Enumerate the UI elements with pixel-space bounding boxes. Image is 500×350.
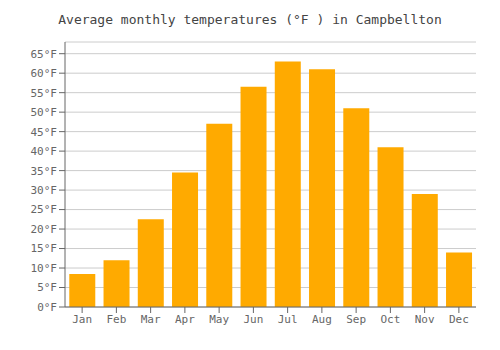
svg-text:Feb: Feb	[106, 313, 126, 326]
svg-text:40°F: 40°F	[31, 145, 58, 158]
svg-text:30°F: 30°F	[31, 184, 58, 197]
svg-text:25°F: 25°F	[31, 203, 58, 216]
svg-text:Sep: Sep	[346, 313, 366, 326]
svg-text:60°F: 60°F	[31, 67, 58, 80]
svg-text:0°F: 0°F	[37, 301, 57, 314]
svg-text:45°F: 45°F	[31, 126, 58, 139]
svg-text:Jan: Jan	[72, 313, 92, 326]
svg-text:20°F: 20°F	[31, 223, 58, 236]
svg-text:Aug: Aug	[312, 313, 332, 326]
html-text:Average monthly temperatures (: Average monthly temperatures (°F ) in Ca…	[58, 12, 442, 27]
svg-text:Apr: Apr	[175, 313, 195, 326]
svg-text:50°F: 50°F	[31, 106, 58, 119]
svg-text:Jul: Jul	[278, 313, 298, 326]
svg-text:15°F: 15°F	[31, 242, 58, 255]
svg-text:Mar: Mar	[141, 313, 161, 326]
svg-text:Jun: Jun	[243, 313, 263, 326]
svg-text:10°F: 10°F	[31, 262, 58, 275]
svg-text:5°F: 5°F	[37, 281, 57, 294]
svg-text:Oct: Oct	[380, 313, 400, 326]
svg-text:35°F: 35°F	[31, 165, 58, 178]
svg-text:Nov: Nov	[415, 313, 435, 326]
svg-text:55°F: 55°F	[31, 87, 58, 100]
svg-text:65°F: 65°F	[31, 48, 58, 61]
svg-text:May: May	[209, 313, 229, 326]
svg-text:Dec: Dec	[449, 313, 469, 326]
